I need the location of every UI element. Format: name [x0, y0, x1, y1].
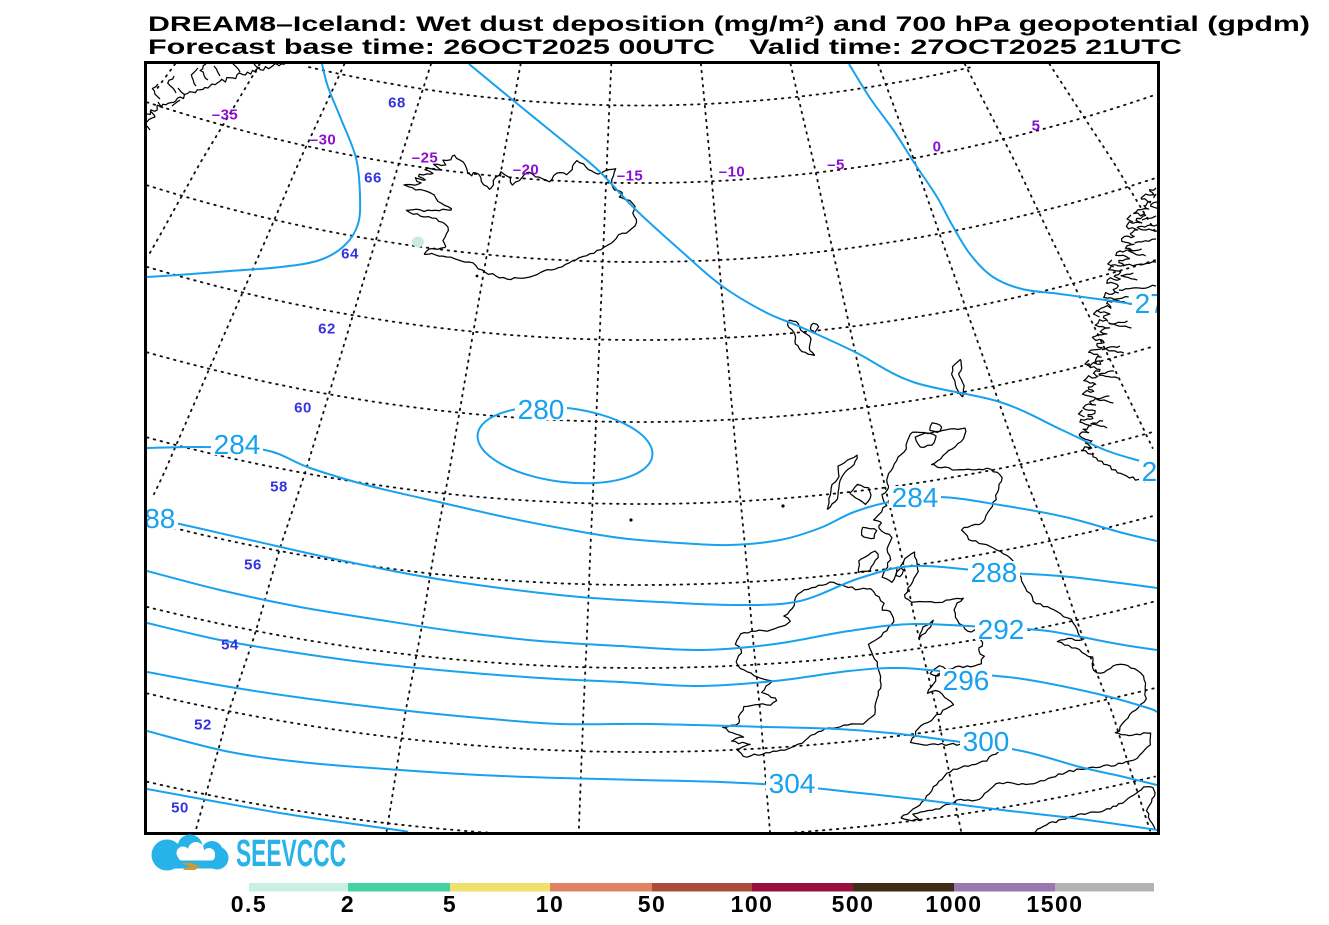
svg-text:–15: –15 [617, 168, 644, 185]
svg-text:–30: –30 [310, 132, 337, 149]
svg-text:66: 66 [364, 170, 382, 187]
svg-text:56: 56 [244, 557, 262, 574]
svg-text:1000: 1000 [925, 891, 982, 917]
svg-text:5: 5 [443, 891, 457, 917]
svg-text:–25: –25 [412, 150, 439, 167]
svg-text:292: 292 [978, 614, 1025, 645]
svg-text:–10: –10 [719, 164, 746, 181]
svg-text:288: 288 [129, 503, 176, 534]
svg-text:280: 280 [518, 394, 565, 425]
svg-text:52: 52 [194, 717, 212, 734]
svg-text:SEEVCCC: SEEVCCC [236, 833, 346, 875]
svg-text:100: 100 [731, 891, 774, 917]
svg-text:10: 10 [536, 891, 565, 917]
svg-text:–5: –5 [827, 157, 845, 174]
svg-text:DREAM8–Iceland: Wet dust depos: DREAM8–Iceland: Wet dust deposition (mg/… [148, 13, 1310, 36]
svg-text:304: 304 [769, 768, 816, 799]
svg-text:Forecast base time: 26OCT2025: Forecast base time: 26OCT2025 00UTC Vali… [148, 36, 1182, 59]
svg-text:50: 50 [638, 891, 667, 917]
svg-text:288: 288 [971, 557, 1018, 588]
svg-text:2: 2 [341, 891, 355, 917]
svg-text:60: 60 [294, 400, 312, 417]
svg-text:0: 0 [933, 139, 942, 156]
svg-text:5: 5 [1032, 118, 1041, 135]
svg-text:284: 284 [892, 482, 939, 513]
svg-text:64: 64 [341, 246, 359, 263]
svg-text:276: 276 [1135, 288, 1182, 319]
svg-text:68: 68 [388, 95, 406, 112]
svg-text:–20: –20 [513, 162, 540, 179]
svg-text:284: 284 [214, 429, 261, 460]
svg-text:58: 58 [270, 479, 288, 496]
svg-text:62: 62 [318, 321, 336, 338]
svg-text:296: 296 [943, 665, 990, 696]
svg-text:1500: 1500 [1026, 891, 1083, 917]
svg-text:280: 280 [1142, 456, 1189, 487]
svg-text:300: 300 [963, 726, 1010, 757]
svg-text:–35: –35 [212, 107, 239, 124]
svg-text:54: 54 [221, 637, 239, 654]
svg-text:50: 50 [171, 800, 189, 817]
svg-text:500: 500 [832, 891, 875, 917]
svg-text:0.5: 0.5 [231, 891, 267, 917]
